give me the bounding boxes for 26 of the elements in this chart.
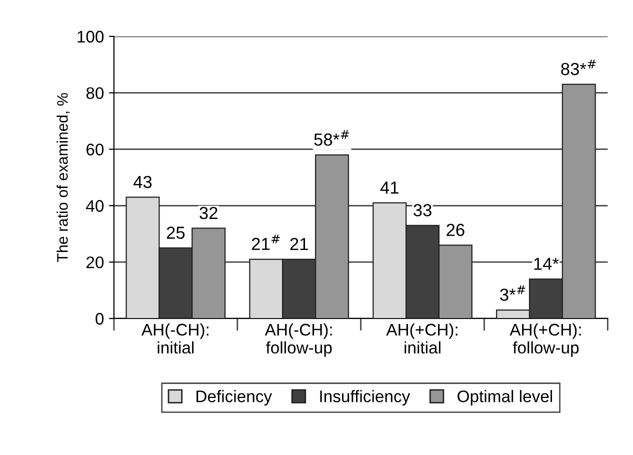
y-axis-title: The ratio of examined, % [56,93,70,262]
x-tick-label: AH(-CH): follow-up [264,323,332,357]
legend-label: Insufficiency [320,390,410,406]
y-tick-label: 20 [86,256,104,268]
data-label: 3*$^{#}$ [500,285,526,301]
y-tick-label: 40 [86,200,104,212]
y-tick-label: 80 [86,87,104,100]
data-label: 21 [290,238,308,250]
legend-label: Deficiency [196,390,272,406]
data-label: 43 [133,176,152,188]
y-tick-label: 60 [86,144,104,156]
data-label: 14* [534,258,559,270]
y-tick-label: 100 [78,30,104,43]
data-label: 83*$^{#}$ [561,60,596,76]
y-tick-label: 0 [96,312,104,325]
data-label: 32 [200,206,218,220]
data-label: 33 [414,204,432,216]
data-label: 41 [380,182,398,194]
x-tick-label: AH(-CH): initial [141,323,208,354]
data-label: 21$^{#}$ [252,234,280,250]
legend-label: Optimal level [458,390,552,406]
x-tick-label: AH(+CH): initial [386,323,458,354]
data-label: 26 [446,224,464,236]
data-label: 25 [166,226,185,239]
data-label: 58*$^{#}$ [314,130,350,146]
x-tick-label: AH(+CH): follow-up [510,323,581,357]
